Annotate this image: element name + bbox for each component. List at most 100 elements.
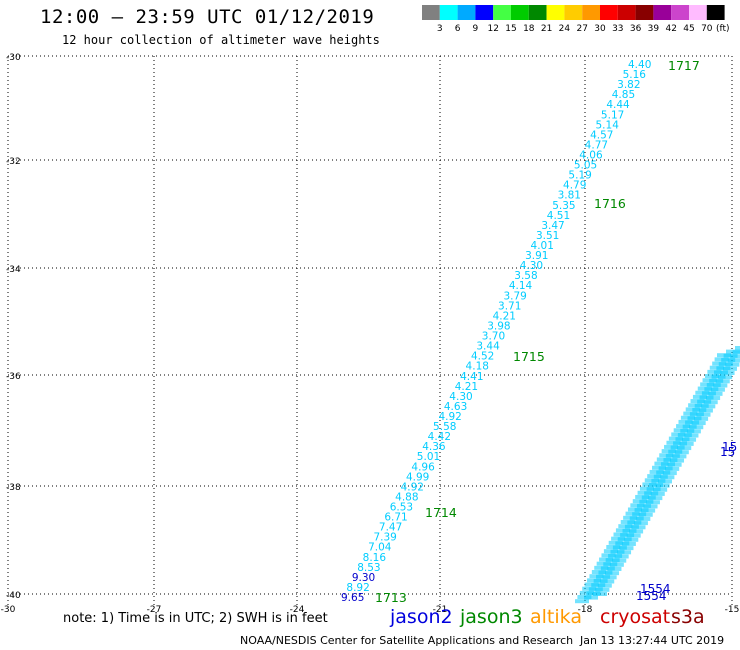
wave-height-value: 4.79 <box>563 180 586 192</box>
wave-height-mark <box>591 570 606 575</box>
wave-height-mark <box>680 415 695 420</box>
wave-height-mark <box>673 428 688 433</box>
generated-timestamp: Jan 13 13:27:44 UTC 2019 <box>580 634 725 647</box>
legend-swatch <box>617 5 636 20</box>
wave-height-value: 9.30 <box>352 572 375 584</box>
wave-height-value: 4.36 <box>422 441 446 453</box>
wave-height-mark <box>601 553 616 558</box>
page-subtitle: 12 hour collection of altimeter wave hei… <box>62 33 380 47</box>
wave-height-value: 4.88 <box>395 491 418 503</box>
wave-height-mark <box>575 599 589 604</box>
wave-height-mark <box>647 474 662 479</box>
satellite-s3a-label: s3a <box>671 606 705 628</box>
wave-height-value: 6.53 <box>390 501 413 513</box>
color-legend <box>422 5 725 20</box>
time-label: 1717 <box>668 58 700 73</box>
wave-height-mark <box>668 436 683 441</box>
wave-height-mark <box>599 557 614 562</box>
wave-height-mark <box>584 582 599 587</box>
wave-height-value: 5.16 <box>623 69 647 81</box>
legend-swatch <box>546 5 565 20</box>
wave-height-mark <box>606 544 621 549</box>
legend-tick-label: 42 <box>665 24 676 34</box>
wave-height-mark <box>688 403 703 408</box>
legend-swatch <box>528 5 547 20</box>
wave-height-value: 5.05 <box>574 160 597 172</box>
wave-height-mark <box>579 590 594 595</box>
wave-height-mark <box>613 532 628 537</box>
time-label: 15 <box>720 445 735 459</box>
wave-height-value: 3.58 <box>514 270 537 282</box>
wave-height-mark <box>664 444 679 449</box>
wave-height-mark <box>587 578 602 583</box>
legend-tick-label: 6 <box>455 24 461 34</box>
legend-swatch <box>706 5 725 20</box>
time-label: 1713 <box>375 590 407 605</box>
wave-height-mark <box>632 499 647 504</box>
legend-swatch <box>600 5 618 20</box>
wave-height-value: 8.92 <box>346 582 369 594</box>
wave-height-value: 4.14 <box>509 280 533 292</box>
time-label: 1715 <box>513 349 545 364</box>
wave-height-mark <box>659 453 674 458</box>
wave-height-value: 8.53 <box>357 562 380 574</box>
wave-height-value: 4.30 <box>449 391 472 403</box>
wave-height-mark <box>666 440 681 445</box>
wave-height-mark <box>676 424 691 429</box>
wave-height-mark <box>709 365 724 370</box>
wave-height-value: 4.77 <box>585 139 608 151</box>
wave-height-value: 4.52 <box>471 351 494 363</box>
satellite-jason2-label: jason2 <box>390 606 453 628</box>
wave-height-value: 4.01 <box>531 240 554 252</box>
legend-unit-label: (ft) <box>716 24 730 34</box>
wave-height-value: 4.51 <box>547 210 570 222</box>
legend-tick-label: 70 <box>701 24 713 34</box>
legend-tick-label: 12 <box>487 24 498 34</box>
legend-tick-label: 9 <box>473 24 479 34</box>
legend-swatch <box>635 5 654 20</box>
wave-height-mark <box>603 549 618 554</box>
wave-height-value: 4.41 <box>460 371 483 383</box>
wave-height-mark <box>582 586 597 591</box>
longitude-label: -15 <box>725 605 740 615</box>
wave-height-value: 4.44 <box>606 99 630 111</box>
legend-swatch <box>457 5 476 20</box>
wave-height-mark <box>656 457 671 462</box>
wave-height-mark <box>594 565 609 570</box>
wave-height-mark <box>704 374 719 379</box>
wave-height-mark <box>618 524 633 529</box>
wave-height-value: 3.44 <box>476 341 500 353</box>
longitude-labels: -30 -27 -24 -21 -18 -15 <box>1 605 740 615</box>
wave-height-value: 6.71 <box>384 512 407 524</box>
wave-height-value: 4.63 <box>444 401 467 413</box>
longitude-label: -24 <box>290 605 305 615</box>
wave-height-mark <box>707 369 722 374</box>
wave-height-mark <box>654 461 669 466</box>
wave-height-mark <box>623 515 638 520</box>
satellite-altika-label: altika <box>530 606 582 628</box>
page-title: 12:00 – 23:59 UTC 01/12/2019 <box>40 6 375 28</box>
wave-height-value: 3.81 <box>558 190 581 202</box>
wave-height-value: 3.79 <box>503 290 526 302</box>
wave-height-mark <box>644 478 659 483</box>
wave-height-value: 4.96 <box>411 461 435 473</box>
wave-height-mark <box>620 519 635 524</box>
wave-height-mark <box>692 394 707 399</box>
wave-height-mark <box>712 361 727 366</box>
wave-height-mark <box>683 411 698 416</box>
wave-height-value: 3.51 <box>536 230 559 242</box>
wave-height-value: 3.91 <box>525 250 548 262</box>
color-legend-labels: 3 6 9 12 15 18 21 24 27 30 33 36 39 42 45 70 <box>437 24 713 34</box>
legend-tick-label: 24 <box>559 24 571 34</box>
legend-tick-label: 36 <box>630 24 642 34</box>
wave-height-value: 7.04 <box>368 542 392 554</box>
wave-height-mark <box>726 349 740 354</box>
time-label: 1714 <box>425 505 457 520</box>
legend-swatch <box>689 5 707 20</box>
wave-height-mark <box>589 574 604 579</box>
wave-height-mark <box>702 378 717 383</box>
wave-height-mark <box>671 432 686 437</box>
legend-tick-label: 30 <box>594 24 606 34</box>
